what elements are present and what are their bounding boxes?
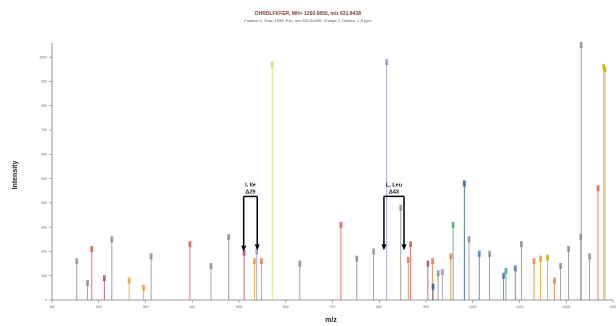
peak-label bbox=[399, 204, 403, 211]
peak-label bbox=[546, 254, 549, 261]
peak-label bbox=[440, 269, 444, 276]
peak-label bbox=[355, 255, 359, 262]
x-tick-label: 500 bbox=[236, 305, 242, 309]
peak-label bbox=[462, 180, 466, 187]
x-tick-label: 300 bbox=[143, 305, 149, 309]
annotation-delta: Δ29 bbox=[245, 189, 255, 195]
peak-label bbox=[553, 277, 556, 284]
y-tick-label: 300 bbox=[41, 225, 47, 229]
peak-label bbox=[75, 258, 79, 265]
y-tick-label: 1000 bbox=[39, 55, 47, 59]
peak-label bbox=[504, 267, 508, 274]
peak-label bbox=[532, 258, 536, 265]
peak-label bbox=[596, 185, 600, 192]
peak-label bbox=[188, 241, 192, 248]
peak-label bbox=[409, 241, 412, 248]
y-tick-label: 100 bbox=[41, 274, 47, 278]
annotation-arrowhead bbox=[254, 244, 260, 251]
peak-label bbox=[406, 256, 410, 263]
peak-label bbox=[579, 42, 583, 48]
peak-label bbox=[602, 63, 606, 70]
chart-subtitle: Fraction 2, Scan 1996, Exp. m/z 631.8439… bbox=[244, 18, 372, 23]
annotation-arrowhead bbox=[401, 244, 407, 251]
x-tick-label: 800 bbox=[376, 305, 382, 309]
annotation-delta: Δ43 bbox=[389, 189, 399, 195]
peak-label bbox=[298, 260, 302, 267]
peak-label bbox=[513, 265, 517, 272]
x-tick-label: 1100 bbox=[516, 305, 524, 309]
y-tick-label: 700 bbox=[41, 128, 47, 132]
peak-label bbox=[127, 277, 131, 284]
peak-label bbox=[539, 255, 542, 262]
peak-label bbox=[567, 246, 570, 252]
peak-label bbox=[519, 241, 523, 248]
peak-label bbox=[451, 221, 455, 228]
annotation-label: L, Leu bbox=[386, 182, 402, 188]
peaks bbox=[75, 42, 607, 300]
peak-label bbox=[502, 272, 506, 279]
peak-label bbox=[588, 253, 592, 260]
x-tick-label: 700 bbox=[330, 305, 336, 309]
peak-label bbox=[449, 253, 453, 260]
x-tick-label: 1300 bbox=[609, 305, 616, 309]
peak-label bbox=[436, 270, 440, 277]
x-tick-label: 1000 bbox=[469, 305, 477, 309]
peak-label bbox=[488, 250, 491, 257]
peak-label bbox=[339, 221, 343, 228]
chart-title: DHRDLFKFER, MH+ 1260.6850, m/z 631.8438 bbox=[254, 11, 362, 17]
peak-label bbox=[603, 66, 607, 73]
peak-label bbox=[372, 248, 376, 255]
peak-label bbox=[431, 258, 434, 265]
x-tick-label: 400 bbox=[189, 305, 195, 309]
x-tick-label: 200 bbox=[96, 305, 102, 309]
peak-label bbox=[142, 284, 146, 291]
peak-label bbox=[255, 248, 259, 255]
peak-label bbox=[270, 61, 274, 68]
peak-label bbox=[467, 236, 471, 243]
x-tick-label: 900 bbox=[423, 305, 429, 309]
annotation-arrowhead bbox=[241, 245, 247, 252]
axes: 100 200 300 400 500 600 700 800 900 1000 1100 1200 1… bbox=[39, 43, 616, 309]
peak-label bbox=[385, 59, 389, 65]
peak-label bbox=[253, 258, 256, 265]
x-tick-label: 600 bbox=[283, 305, 289, 309]
peak-label bbox=[579, 233, 583, 240]
peak-label bbox=[110, 236, 114, 243]
y-tick-label: 900 bbox=[41, 80, 47, 84]
x-axis-label: m/z bbox=[325, 317, 337, 324]
y-axis-label: Intensity bbox=[12, 161, 19, 190]
peak-label bbox=[102, 275, 106, 282]
y-tick-label: 200 bbox=[41, 250, 47, 254]
peak-label bbox=[90, 246, 94, 252]
peak-label bbox=[477, 250, 481, 257]
peak-label bbox=[86, 280, 89, 286]
y-tick-label: 800 bbox=[41, 104, 47, 108]
peak-label bbox=[559, 263, 563, 269]
peak-label bbox=[227, 233, 231, 240]
y-tick-label: 400 bbox=[41, 201, 47, 205]
peak-label bbox=[260, 258, 263, 265]
y-tick-label: 500 bbox=[41, 177, 47, 181]
y-tick-label: 0 bbox=[45, 298, 47, 302]
x-tick-label: 100 bbox=[49, 305, 55, 309]
annotation-label: I, Ile bbox=[245, 182, 256, 188]
peak-label bbox=[209, 263, 213, 269]
x-tick-label: 1200 bbox=[562, 305, 570, 309]
annotation-arrowhead bbox=[381, 244, 387, 251]
y-tick-label: 600 bbox=[41, 152, 47, 156]
peak-label bbox=[149, 253, 153, 260]
peak-label bbox=[431, 283, 435, 290]
peak-label bbox=[242, 249, 246, 256]
peak-label bbox=[426, 260, 430, 267]
